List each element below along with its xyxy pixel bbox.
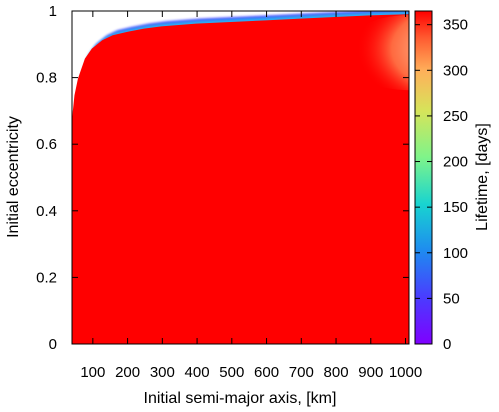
x-tick-label: 1000	[389, 364, 422, 381]
y-tick-label: 0.8	[36, 70, 57, 87]
x-tick-label: 300	[150, 364, 175, 381]
colorbar-tick-label: 50	[443, 290, 460, 307]
y-tick-label: 0.2	[36, 269, 57, 286]
colorbar-tick-label: 100	[443, 245, 468, 262]
y-axis-label: Initial eccentricity	[5, 116, 22, 238]
x-tick-label: 400	[185, 364, 210, 381]
x-tick-label: 600	[254, 364, 279, 381]
y-tick-label: 1	[49, 3, 57, 20]
colorbar-label: Lifetime, [days]	[474, 123, 491, 231]
colorbar-tick-label: 0	[443, 336, 451, 353]
reduced-lifetime-patch	[343, 15, 409, 91]
colorbar-tick-label: 150	[443, 199, 468, 216]
plot-area	[72, 11, 409, 344]
y-tick-label: 0	[49, 336, 57, 353]
colorbar-tick-label: 350	[443, 17, 468, 34]
colorbar-tick-label: 250	[443, 108, 468, 125]
plot-frame	[71, 10, 410, 345]
x-tick-label: 100	[80, 364, 105, 381]
colorbar-ticks: 0 50 100 150 200 250 300 350	[415, 17, 468, 353]
colorbar	[414, 10, 433, 345]
x-tick-label: 900	[358, 364, 383, 381]
colorbar-tick-label: 200	[443, 154, 468, 171]
x-tick-label: 500	[219, 364, 244, 381]
y-axis-ticks: 0 0.2 0.4 0.6 0.8 1	[36, 3, 409, 353]
x-tick-label: 800	[324, 364, 349, 381]
x-tick-label: 700	[289, 364, 314, 381]
x-axis-ticks: 100 200 300 400 500 600 700 800 900 1000	[80, 11, 422, 381]
colorbar-tick-label: 300	[443, 62, 468, 79]
lifetime-region	[72, 14, 409, 344]
y-tick-label: 0.4	[36, 203, 57, 220]
y-tick-label: 0.6	[36, 136, 57, 153]
x-axis-label: Initial semi-major axis, [km]	[144, 390, 337, 407]
x-tick-label: 200	[115, 364, 140, 381]
